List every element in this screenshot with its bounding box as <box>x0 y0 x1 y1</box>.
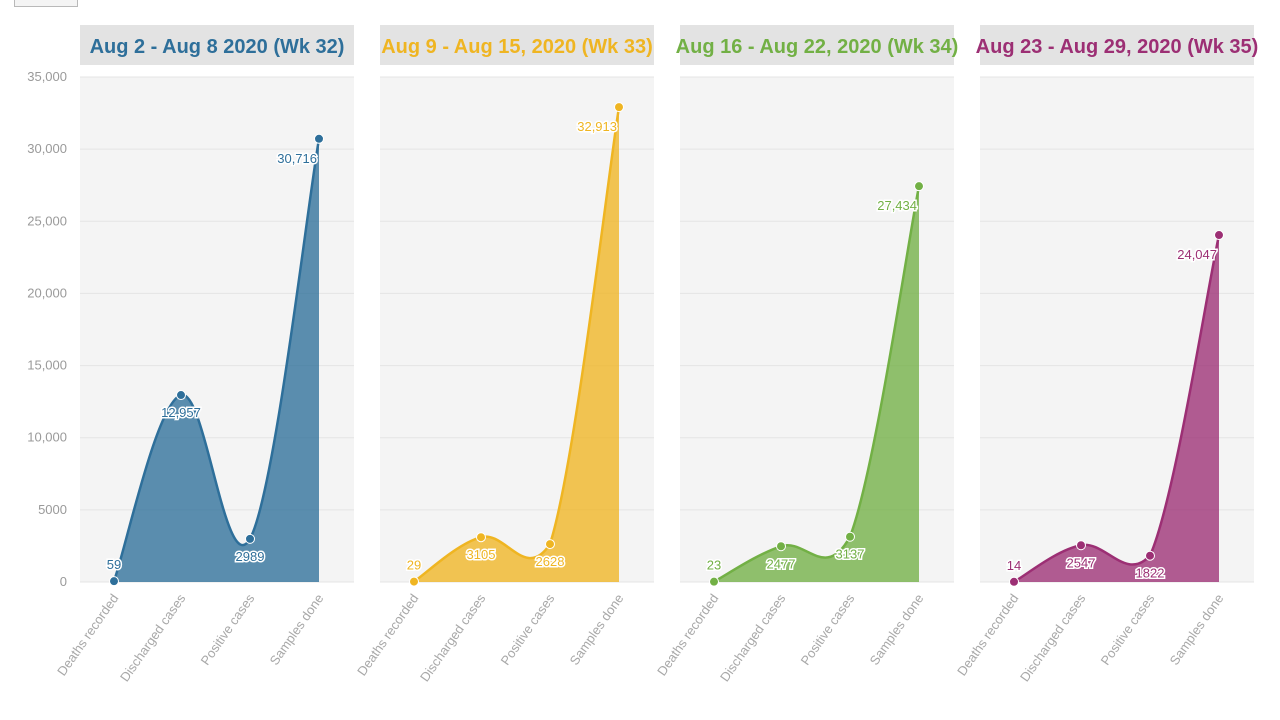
data-label: 24,047 <box>1177 247 1217 262</box>
data-point-positive-cases <box>545 539 555 550</box>
x-tick-label: Samples done <box>866 591 926 668</box>
series-area <box>714 186 919 582</box>
panel-title: Aug 9 - Aug 15, 2020 (Wk 33) <box>381 36 653 58</box>
data-point-samples-done <box>1214 230 1224 241</box>
x-tick-label: Positive cases <box>498 591 558 668</box>
data-label: 2477 <box>767 556 796 571</box>
y-tick-label: 10,000 <box>27 430 67 445</box>
panel-title: Aug 2 - Aug 8 2020 (Wk 32) <box>90 36 345 58</box>
series-area <box>1014 235 1219 583</box>
x-tick-label: Samples done <box>266 591 326 668</box>
data-point-deaths-recorded <box>1009 576 1019 587</box>
x-tick-label: Discharged cases <box>1017 591 1089 685</box>
panel-1: Aug 2 - Aug 8 2020 (Wk 32) 59 12,957 2989 30… <box>54 25 354 684</box>
panel-title: Aug 23 - Aug 29, 2020 (Wk 35) <box>976 36 1259 58</box>
data-point-discharged-cases <box>776 541 786 552</box>
panel-title-box <box>380 25 654 65</box>
panel-title-box <box>680 25 954 65</box>
data-point-discharged-cases <box>176 390 186 401</box>
data-label: 12,957 <box>161 405 201 420</box>
data-point-positive-cases <box>1145 550 1155 561</box>
x-tick-label: Deaths recorded <box>354 591 421 678</box>
x-tick-label: Discharged cases <box>117 591 189 685</box>
data-point-samples-done <box>314 133 324 144</box>
data-point-deaths-recorded <box>709 576 719 587</box>
data-label: 3137 <box>836 547 865 562</box>
series-area <box>414 107 619 582</box>
data-point-discharged-cases <box>476 532 486 543</box>
y-tick-label: 0 <box>60 574 67 589</box>
data-label: 30,716 <box>277 151 317 166</box>
y-tick-label: 30,000 <box>27 141 67 156</box>
data-point-positive-cases <box>845 531 855 542</box>
data-label: 59 <box>107 557 121 572</box>
data-label: 27,434 <box>877 198 917 213</box>
panel-title-box <box>80 25 354 65</box>
x-tick-label: Discharged cases <box>717 591 789 685</box>
panel-title: Aug 16 - Aug 22, 2020 (Wk 34) <box>676 36 959 58</box>
x-tick-label: Samples done <box>566 591 626 668</box>
y-tick-label: 5000 <box>38 502 67 517</box>
panel-2: Aug 9 - Aug 15, 2020 (Wk 33) 29 3105 2628 32… <box>354 25 654 684</box>
data-label: 2547 <box>1067 555 1096 570</box>
data-point-deaths-recorded <box>409 576 419 587</box>
y-tick-label: 20,000 <box>27 285 67 300</box>
x-tick-label: Discharged cases <box>417 591 489 685</box>
data-label: 2628 <box>536 554 565 569</box>
x-tick-label: Deaths recorded <box>654 591 721 678</box>
x-tick-label: Deaths recorded <box>954 591 1021 678</box>
data-label: 29 <box>407 558 421 573</box>
series-area <box>114 138 319 582</box>
data-label: 1822 <box>1136 566 1165 581</box>
x-tick-label: Positive cases <box>1098 591 1158 668</box>
x-tick-label: Samples done <box>1166 591 1226 668</box>
series-line <box>112 138 321 582</box>
data-label: 23 <box>707 558 721 573</box>
data-point-samples-done <box>614 102 624 113</box>
data-label: 2989 <box>236 549 265 564</box>
y-tick-label: 35,000 <box>27 69 67 84</box>
data-point-positive-cases <box>245 533 255 544</box>
panel-4: Aug 23 - Aug 29, 2020 (Wk 35) 14 2547 1822 2… <box>954 25 1258 684</box>
data-point-discharged-cases <box>1076 540 1086 551</box>
data-label: 32,913 <box>577 119 617 134</box>
x-tick-label: Positive cases <box>798 591 858 668</box>
data-label: 14 <box>1007 558 1021 573</box>
x-tick-label: Deaths recorded <box>54 591 121 678</box>
y-tick-label: 15,000 <box>27 358 67 373</box>
series-line <box>713 185 921 583</box>
y-tick-label: 25,000 <box>27 213 67 228</box>
panel-3: Aug 16 - Aug 22, 2020 (Wk 34) 23 2477 3137 2… <box>654 25 958 684</box>
corner-tab <box>14 0 78 7</box>
x-tick-label: Positive cases <box>198 591 258 668</box>
data-point-deaths-recorded <box>109 576 119 587</box>
panel-title-box <box>980 25 1254 65</box>
data-label: 3105 <box>467 547 496 562</box>
data-point-samples-done <box>914 181 924 192</box>
